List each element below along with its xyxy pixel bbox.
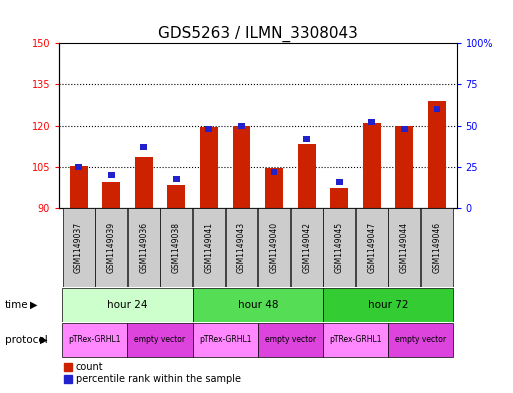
Bar — [232, 126, 250, 208]
FancyBboxPatch shape — [323, 208, 355, 287]
Text: GSM1149046: GSM1149046 — [432, 222, 442, 273]
Bar — [102, 182, 120, 208]
Text: GSM1149040: GSM1149040 — [269, 222, 279, 273]
FancyBboxPatch shape — [62, 323, 127, 357]
Bar — [141, 144, 147, 150]
Bar — [200, 127, 218, 208]
Bar — [363, 123, 381, 208]
Bar — [368, 119, 375, 125]
Bar — [298, 144, 315, 208]
FancyBboxPatch shape — [258, 208, 290, 287]
Bar — [396, 126, 413, 208]
FancyBboxPatch shape — [128, 208, 160, 287]
Bar — [206, 126, 212, 132]
Bar — [70, 166, 88, 208]
FancyBboxPatch shape — [388, 323, 453, 357]
FancyBboxPatch shape — [291, 208, 323, 287]
Text: GSM1149044: GSM1149044 — [400, 222, 409, 273]
FancyBboxPatch shape — [95, 208, 127, 287]
FancyBboxPatch shape — [356, 208, 388, 287]
FancyBboxPatch shape — [127, 323, 192, 357]
Bar — [336, 179, 343, 185]
Text: pTRex-GRHL1: pTRex-GRHL1 — [199, 336, 251, 344]
Bar — [265, 168, 283, 208]
Text: hour 24: hour 24 — [107, 299, 148, 310]
Text: pTRex-GRHL1: pTRex-GRHL1 — [329, 336, 382, 344]
Text: ▶: ▶ — [40, 335, 47, 345]
Text: GSM1149039: GSM1149039 — [107, 222, 115, 273]
Text: hour 72: hour 72 — [368, 299, 408, 310]
Bar — [167, 185, 185, 208]
FancyBboxPatch shape — [323, 288, 453, 321]
Bar — [303, 136, 310, 142]
Text: ▶: ▶ — [30, 299, 37, 310]
Bar — [433, 106, 441, 112]
Text: empty vector: empty vector — [395, 336, 446, 344]
Text: time: time — [5, 299, 29, 310]
Bar — [428, 101, 446, 208]
Bar — [173, 176, 180, 182]
Text: empty vector: empty vector — [265, 336, 316, 344]
Bar — [271, 169, 278, 175]
Text: GSM1149036: GSM1149036 — [139, 222, 148, 273]
Text: GSM1149045: GSM1149045 — [335, 222, 344, 273]
FancyBboxPatch shape — [421, 208, 453, 287]
FancyBboxPatch shape — [192, 323, 258, 357]
Text: GSM1149041: GSM1149041 — [204, 222, 213, 273]
FancyBboxPatch shape — [258, 323, 323, 357]
FancyBboxPatch shape — [388, 208, 420, 287]
Text: GSM1149047: GSM1149047 — [367, 222, 377, 273]
FancyBboxPatch shape — [192, 288, 323, 321]
FancyBboxPatch shape — [63, 208, 94, 287]
FancyBboxPatch shape — [62, 288, 192, 321]
Text: protocol: protocol — [5, 335, 48, 345]
Text: empty vector: empty vector — [134, 336, 186, 344]
Bar — [330, 188, 348, 208]
Bar — [75, 164, 82, 170]
FancyBboxPatch shape — [193, 208, 225, 287]
Bar — [135, 158, 153, 208]
Bar — [238, 123, 245, 129]
Bar — [108, 172, 114, 178]
Text: pTRex-GRHL1: pTRex-GRHL1 — [69, 336, 121, 344]
FancyBboxPatch shape — [226, 208, 258, 287]
Bar — [401, 126, 408, 132]
Text: GSM1149042: GSM1149042 — [302, 222, 311, 273]
Text: GSM1149043: GSM1149043 — [237, 222, 246, 273]
Title: GDS5263 / ILMN_3308043: GDS5263 / ILMN_3308043 — [158, 26, 358, 42]
Legend: count, percentile rank within the sample: count, percentile rank within the sample — [64, 362, 241, 384]
FancyBboxPatch shape — [323, 323, 388, 357]
Text: GSM1149038: GSM1149038 — [172, 222, 181, 273]
Text: GSM1149037: GSM1149037 — [74, 222, 83, 273]
FancyBboxPatch shape — [161, 208, 192, 287]
Text: hour 48: hour 48 — [238, 299, 278, 310]
